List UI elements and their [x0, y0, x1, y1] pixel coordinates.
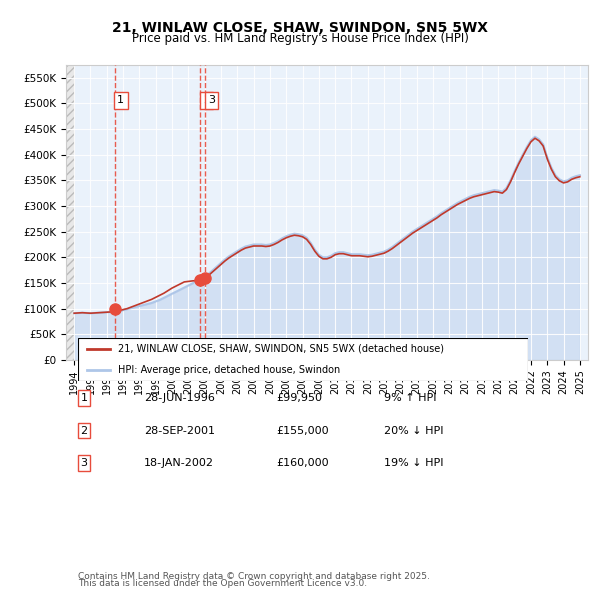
Text: 28-JUN-1996: 28-JUN-1996: [144, 394, 215, 403]
Bar: [66, 65, 74, 360]
Text: This data is licensed under the Open Government Licence v3.0.: This data is licensed under the Open Gov…: [78, 579, 367, 588]
Text: 28-SEP-2001: 28-SEP-2001: [144, 426, 215, 435]
Text: 2: 2: [80, 426, 88, 435]
Text: £155,000: £155,000: [276, 426, 329, 435]
Text: 3: 3: [208, 96, 215, 105]
Text: £160,000: £160,000: [276, 458, 329, 468]
Text: HPI: Average price, detached house, Swindon: HPI: Average price, detached house, Swin…: [119, 365, 341, 375]
Text: 21, WINLAW CLOSE, SHAW, SWINDON, SN5 5WX (detached house): 21, WINLAW CLOSE, SHAW, SWINDON, SN5 5WX…: [119, 344, 445, 353]
Text: 20% ↓ HPI: 20% ↓ HPI: [384, 426, 443, 435]
Text: 21, WINLAW CLOSE, SHAW, SWINDON, SN5 5WX: 21, WINLAW CLOSE, SHAW, SWINDON, SN5 5WX: [112, 21, 488, 35]
Text: 1: 1: [117, 96, 124, 105]
Text: Price paid vs. HM Land Registry's House Price Index (HPI): Price paid vs. HM Land Registry's House …: [131, 32, 469, 45]
Text: 2: 2: [203, 96, 210, 105]
Text: 3: 3: [80, 458, 88, 468]
Bar: [66, 65, 74, 360]
Text: 9% ↑ HPI: 9% ↑ HPI: [384, 394, 437, 403]
Text: Contains HM Land Registry data © Crown copyright and database right 2025.: Contains HM Land Registry data © Crown c…: [78, 572, 430, 581]
FancyBboxPatch shape: [78, 338, 528, 381]
Text: £99,950: £99,950: [276, 394, 322, 403]
Text: 18-JAN-2002: 18-JAN-2002: [144, 458, 214, 468]
Text: 19% ↓ HPI: 19% ↓ HPI: [384, 458, 443, 468]
Text: 1: 1: [80, 394, 88, 403]
